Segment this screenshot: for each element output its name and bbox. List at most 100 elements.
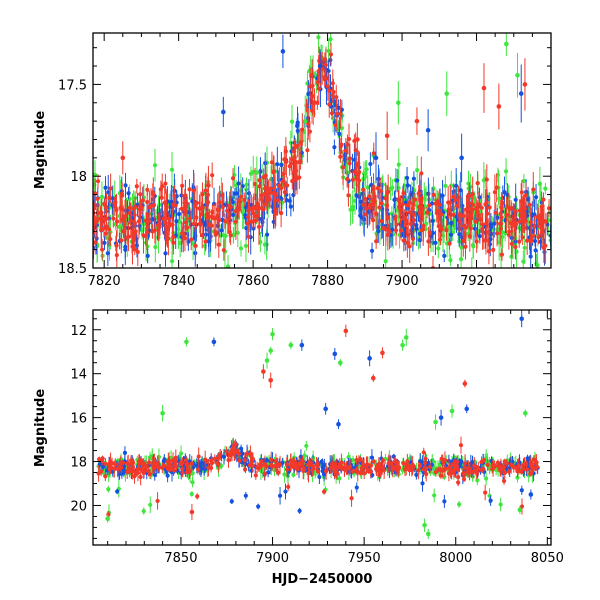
- blue-data-point: [369, 248, 375, 253]
- green-data-point: [515, 475, 520, 480]
- blue-data-point: [404, 175, 410, 180]
- red-data-point: [345, 142, 350, 147]
- red-data-point: [461, 213, 466, 218]
- red-data-point: [262, 462, 268, 467]
- red-data-point: [101, 226, 106, 231]
- green-outlier-point: [264, 358, 270, 363]
- red-data-point: [519, 213, 524, 218]
- green-data-point: [272, 467, 277, 473]
- green-data-point: [521, 178, 526, 184]
- bottom-panel-data-points: [96, 310, 540, 540]
- red-data-point: [161, 216, 166, 221]
- red-data-point: [378, 189, 383, 194]
- red-data-point: [438, 473, 443, 478]
- green-outlier-point: [302, 118, 308, 124]
- red-data-point: [236, 451, 241, 456]
- green-data-point: [534, 261, 539, 266]
- red-data-point: [475, 181, 480, 186]
- red-data-point: [346, 193, 351, 198]
- red-data-point: [496, 464, 501, 469]
- blue-data-point: [433, 240, 438, 245]
- green-data-point: [484, 476, 489, 481]
- blue-data-point: [219, 228, 224, 233]
- red-data-point: [145, 187, 150, 192]
- red-data-point: [269, 160, 275, 165]
- green-outlier-point: [105, 516, 110, 521]
- green-data-point: [169, 259, 175, 264]
- bottom-panel-frame: [92, 309, 552, 546]
- red-data-point: [237, 458, 242, 463]
- red-data-point: [371, 187, 376, 192]
- green-data-point: [432, 493, 437, 498]
- green-data-point: [497, 196, 502, 201]
- red-data-point: [127, 205, 132, 210]
- red-data-point: [371, 459, 376, 464]
- green-data-point: [390, 185, 395, 190]
- red-data-point: [504, 212, 509, 218]
- red-data-point: [420, 206, 425, 211]
- green-outlier-point: [444, 91, 450, 96]
- red-outlier-point: [261, 369, 266, 374]
- red-data-point: [111, 216, 116, 221]
- red-data-point: [95, 179, 101, 184]
- x-tick-label: 8050: [531, 551, 564, 566]
- x-tick-label: 7900: [386, 274, 419, 289]
- red-data-point: [376, 463, 381, 469]
- red-data-point: [437, 237, 443, 242]
- red-data-point: [132, 474, 137, 479]
- green-data-point: [225, 264, 231, 268]
- blue-data-point: [246, 191, 252, 196]
- green-outlier-point: [504, 41, 509, 47]
- red-data-point: [476, 202, 482, 207]
- red-data-point: [228, 233, 233, 238]
- green-data-point: [117, 224, 122, 229]
- red-data-point: [448, 469, 453, 474]
- red-data-point: [493, 210, 498, 215]
- blue-data-point: [291, 192, 296, 198]
- green-data-point: [503, 169, 509, 174]
- blue-data-point: [179, 193, 184, 198]
- red-data-point: [517, 239, 522, 244]
- red-data-point: [479, 205, 484, 210]
- red-outlier-point: [189, 509, 195, 515]
- red-data-point: [410, 236, 416, 242]
- red-data-point: [511, 465, 516, 470]
- blue-data-point: [320, 468, 325, 474]
- blue-outlier-point: [373, 155, 379, 161]
- red-data-point: [463, 244, 468, 249]
- red-data-point: [186, 467, 191, 472]
- blue-data-point: [206, 239, 211, 244]
- red-data-point: [291, 170, 297, 175]
- red-data-point: [324, 469, 329, 474]
- red-data-point: [259, 459, 264, 464]
- red-data-point: [300, 459, 305, 464]
- red-data-point: [100, 247, 105, 252]
- red-data-point: [422, 460, 428, 466]
- red-data-point: [138, 192, 143, 197]
- blue-data-point: [236, 181, 241, 186]
- green-data-point: [152, 163, 158, 168]
- blue-data-point: [368, 161, 373, 167]
- red-data-point: [344, 465, 349, 471]
- blue-data-point: [115, 489, 120, 494]
- red-data-point: [215, 207, 220, 212]
- red-data-point: [535, 215, 540, 220]
- red-data-point: [307, 129, 312, 134]
- green-data-point: [282, 472, 287, 477]
- red-data-point: [182, 236, 188, 241]
- x-tick-label: 7860: [237, 274, 270, 289]
- green-data-point: [288, 140, 293, 145]
- red-data-point: [385, 215, 390, 220]
- blue-data-point: [336, 105, 341, 110]
- green-outlier-point: [288, 342, 294, 348]
- red-data-point: [306, 462, 311, 467]
- red-data-point: [466, 207, 471, 212]
- red-data-point: [242, 197, 247, 202]
- red-outlier-point: [462, 381, 468, 386]
- red-data-point: [483, 490, 488, 495]
- top-panel-frame: [92, 32, 552, 269]
- red-data-point: [339, 466, 344, 471]
- red-data-point: [180, 466, 185, 472]
- red-data-point: [442, 457, 448, 463]
- blue-data-point: [100, 464, 106, 469]
